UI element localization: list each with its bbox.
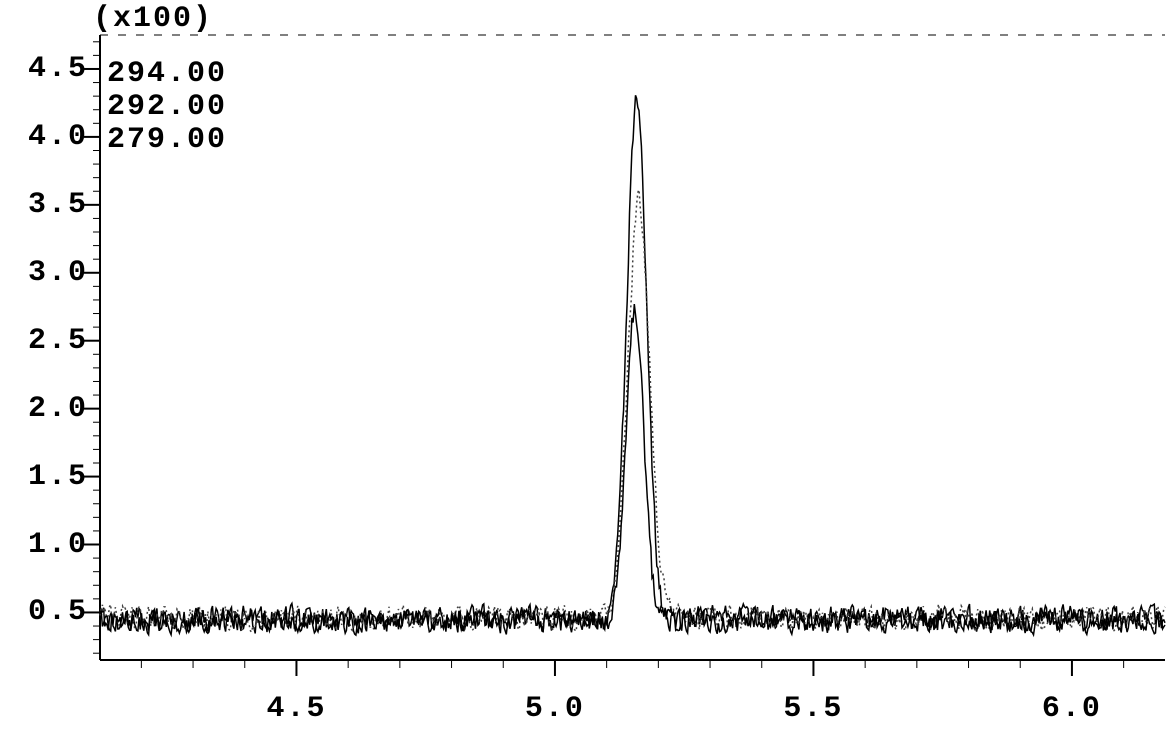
- ytick-5: 3.0: [28, 256, 88, 290]
- ytick-0: 0.5: [28, 595, 88, 629]
- xtick-2: 5.5: [783, 692, 843, 726]
- series-label-2: 279.00: [107, 124, 227, 157]
- series-label-0: 294.00: [107, 58, 227, 91]
- ytick-4: 2.5: [28, 324, 88, 358]
- xtick-3: 6.0: [1042, 692, 1102, 726]
- ytick-7: 4.0: [28, 120, 88, 154]
- ytick-8: 4.5: [28, 52, 88, 86]
- series-path-2: [100, 304, 1165, 635]
- ytick-2: 1.5: [28, 460, 88, 494]
- series-labels: 294.00 292.00 279.00: [107, 58, 227, 157]
- xtick-0: 4.5: [266, 692, 326, 726]
- ytick-3: 2.0: [28, 392, 88, 426]
- series-label-1: 292.00: [107, 91, 227, 124]
- ytick-6: 3.5: [28, 188, 88, 222]
- y-axis-multiplier: (x100): [93, 2, 213, 36]
- xtick-1: 5.0: [525, 692, 585, 726]
- chromatogram-chart: (x100) 294.00 292.00 279.00 0.5 1.0 1.5 …: [0, 0, 1168, 739]
- series-path-0: [100, 95, 1165, 635]
- series-path-1: [100, 190, 1165, 632]
- ytick-1: 1.0: [28, 528, 88, 562]
